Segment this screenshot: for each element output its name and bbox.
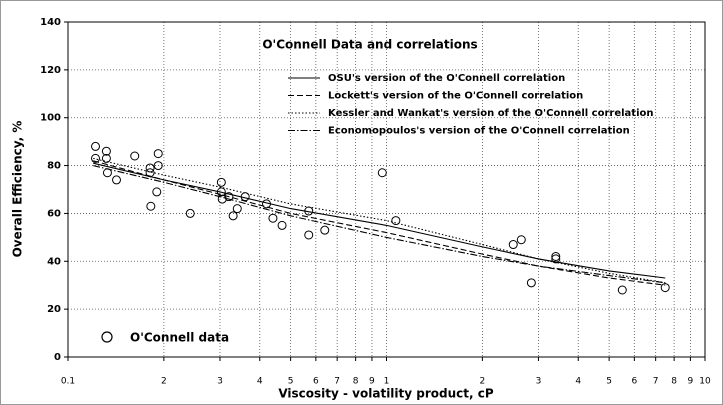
x-tick-label: 6 [631, 377, 637, 387]
y-tick-label: 100 [40, 113, 61, 124]
correlation-line [93, 162, 666, 279]
x-tick-label: 0.1 [61, 377, 75, 387]
data-point [217, 194, 227, 204]
data-point [551, 252, 561, 261]
data-point [91, 153, 101, 163]
x-tick-label: 2 [480, 377, 486, 387]
y-tick-label: 140 [40, 17, 61, 28]
data-point [304, 230, 314, 240]
legend-label: O'Connell data [130, 331, 229, 345]
data-point [153, 149, 163, 159]
y-tick-label: 20 [47, 304, 61, 315]
data-point [320, 225, 330, 235]
x-tick-label: 8 [671, 377, 677, 387]
correlation-line [93, 157, 666, 284]
x-tick-label: 1 [384, 377, 390, 387]
data-point [516, 235, 526, 245]
data-point [216, 177, 226, 187]
data-point [153, 161, 163, 171]
x-tick-label: 9 [688, 377, 694, 387]
data-point [277, 220, 287, 230]
legend-marker [101, 331, 113, 343]
data-point [660, 283, 670, 293]
y-tick-label: 120 [40, 65, 61, 76]
x-tick-label: 3 [217, 377, 223, 387]
y-tick-label: 0 [54, 352, 61, 363]
legend-label: Lockett's version of the O'Connell corre… [328, 91, 583, 102]
x-tick-label: 2 [161, 377, 167, 387]
correlation-line [93, 165, 666, 284]
chart-title: O'Connell Data and correlations [262, 38, 477, 52]
data-point [101, 146, 111, 156]
data-point [152, 187, 162, 197]
data-point [146, 201, 156, 211]
data-point [232, 204, 242, 214]
x-tick-label: 7 [653, 377, 659, 387]
data-point [391, 216, 401, 226]
x-axis-label: Viscosity - volatility product, cP [278, 387, 494, 401]
x-tick-label: 4 [575, 377, 581, 387]
data-point [377, 168, 387, 178]
data-point [617, 285, 627, 295]
data-point [508, 240, 518, 250]
x-tick-label: 9 [369, 377, 375, 387]
x-tick-label: 8 [353, 377, 359, 387]
x-tick-label: 4 [257, 377, 263, 387]
x-tick-label: 3 [536, 377, 542, 387]
data-point [224, 192, 234, 202]
y-tick-label: 60 [47, 208, 61, 219]
y-tick-label: 80 [47, 161, 61, 172]
data-point [526, 278, 536, 288]
x-tick-label: 5 [288, 377, 294, 387]
legend-label: OSU's version of the O'Connell correlati… [328, 73, 565, 84]
data-point [551, 254, 561, 264]
data-point [185, 208, 195, 218]
data-point [228, 211, 238, 221]
x-tick-label: 10 [699, 377, 711, 387]
data-point [130, 151, 140, 161]
legend-label: Economopoulos's version of the O'Connell… [328, 126, 630, 137]
x-tick-label: 6 [313, 377, 319, 387]
data-point [112, 175, 122, 185]
y-tick-label: 40 [47, 256, 61, 267]
data-point [268, 213, 278, 223]
data-point [145, 163, 155, 173]
x-tick-label: 5 [606, 377, 612, 387]
data-point [101, 153, 111, 163]
data-point [91, 141, 101, 151]
x-tick-label: 7 [334, 377, 340, 387]
y-axis-label: Overall Efficiency, % [11, 121, 25, 258]
correlation-line [93, 160, 666, 286]
plot-border [67, 21, 706, 358]
legend-label: Kessler and Wankat's version of the O'Co… [328, 108, 654, 119]
